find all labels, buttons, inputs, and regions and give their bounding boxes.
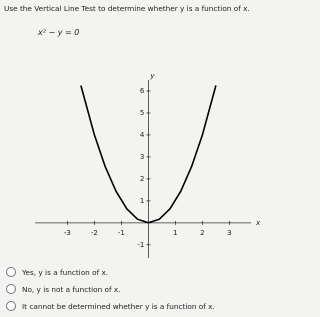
question: Use the Vertical Line Test to determine … — [4, 4, 250, 13]
y-tick-label: -1 — [137, 241, 144, 249]
y-tick-label: 6 — [140, 87, 145, 95]
curve — [80, 85, 217, 224]
option[interactable]: No, y is not a function of x. — [6, 284, 121, 294]
y-tick-label: 2 — [140, 175, 144, 183]
x-tick-label: -1 — [118, 229, 125, 237]
x-axis-label: x — [255, 219, 261, 227]
option[interactable]: It cannot be determined whether y is a f… — [6, 301, 215, 311]
option-text: It cannot be determined whether y is a f… — [22, 301, 215, 311]
radio-button[interactable] — [6, 284, 16, 294]
radio-button[interactable] — [6, 301, 16, 311]
option-text: No, y is not a function of x. — [22, 284, 121, 294]
graph: x y -3 -2 -1 1 2 3 -1 1 2 3 4 5 6 — [35, 72, 261, 258]
option[interactable]: Yes, y is a function of x. — [6, 267, 108, 277]
radio-button[interactable] — [6, 267, 16, 277]
option-text: Yes, y is a function of x. — [22, 267, 109, 277]
y-tick-label: 4 — [140, 131, 145, 139]
x-tick-label: 2 — [200, 229, 204, 237]
x-tick-label: 1 — [173, 229, 177, 237]
equation: x² − y = 0 — [38, 28, 80, 37]
y-tick-label: 1 — [140, 197, 144, 205]
page: Use the Vertical Line Test to determine … — [4, 4, 261, 311]
y-tick-label: 5 — [140, 109, 144, 117]
y-axis-label: y — [149, 72, 155, 80]
x-tick-label: 3 — [227, 229, 231, 237]
y-tick-label: 3 — [140, 153, 144, 161]
x-tick-label: -2 — [91, 229, 98, 237]
x-tick-label: -3 — [64, 229, 71, 237]
